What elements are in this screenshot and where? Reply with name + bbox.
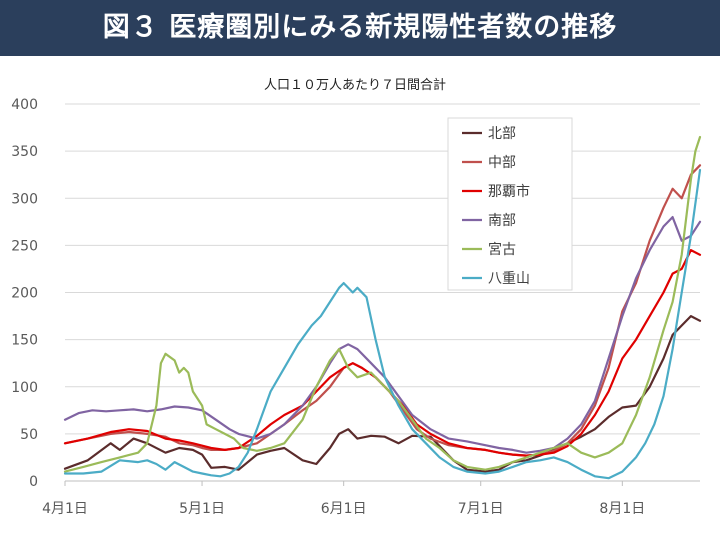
legend-label: 北部: [488, 126, 516, 142]
y-tick-label: 350: [11, 144, 38, 160]
y-tick-label: 0: [29, 474, 38, 490]
series-line: [63, 216, 702, 454]
legend-box: [447, 117, 573, 291]
legend-label: 中部: [488, 155, 516, 171]
y-tick-label: 50: [20, 427, 38, 443]
legend-label: 那覇市: [488, 183, 530, 200]
series-line: [63, 249, 702, 457]
y-axis-ticks: 0 50 100 150 200 250 300 350 400: [11, 97, 38, 490]
y-tick-label: 100: [11, 380, 38, 396]
y-tick-label: 250: [11, 238, 38, 254]
line-chart: 0 50 100 150 200 250 300 350 400 4月1日 5月1日 6月1日 7月1…: [11, 77, 702, 517]
series-line: [63, 315, 702, 473]
series-line: [63, 164, 702, 457]
x-tick-label: 6月1日: [321, 501, 367, 517]
legend-label: 南部: [488, 213, 516, 229]
y-tick-label: 300: [11, 191, 38, 207]
legend-label: 八重山: [488, 271, 530, 287]
x-tick-label: 5月1日: [179, 501, 225, 517]
x-tick-label: 4月1日: [42, 501, 88, 517]
gridlines: [65, 103, 700, 482]
series-lines: [63, 135, 702, 480]
chart-subtitle: 人口１０万人あたり７日間合計: [264, 77, 446, 93]
y-tick-label: 400: [11, 97, 38, 113]
y-tick-label: 200: [11, 286, 38, 302]
x-tick-label: 8月1日: [599, 501, 645, 517]
header-banner: 図３ 医療圏別にみる新規陽性者数の推移: [0, 0, 720, 56]
y-tick-label: 150: [11, 333, 38, 349]
series-line: [63, 135, 702, 473]
x-axis-ticks: 4月1日 5月1日 6月1日 7月1日 8月1日: [42, 481, 645, 517]
page-title: 図３ 医療圏別にみる新規陽性者数の推移: [102, 12, 618, 43]
legend-label: 宮古: [488, 242, 516, 258]
series-line: [63, 168, 702, 480]
x-tick-label: 7月1日: [458, 501, 504, 517]
